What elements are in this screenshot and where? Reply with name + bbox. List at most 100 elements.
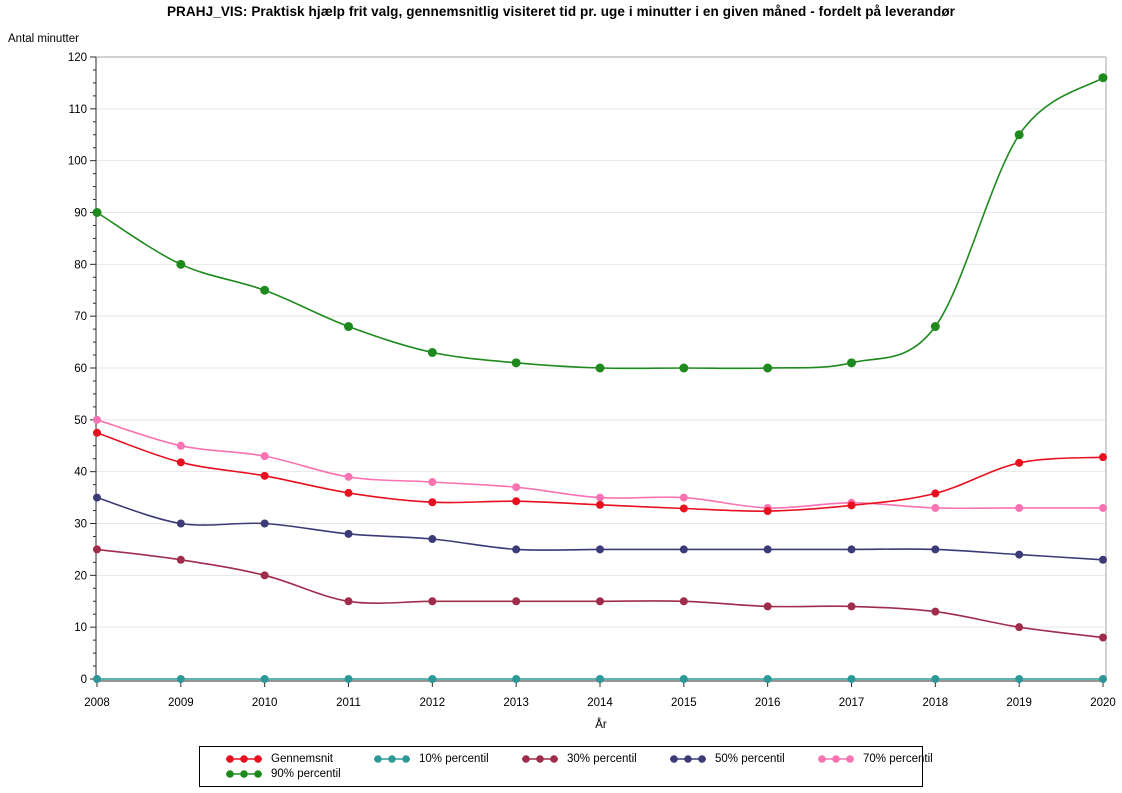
data-point [763,507,772,516]
data-point [260,675,269,683]
data-point [931,503,940,512]
data-point [763,602,772,611]
data-point [679,493,688,502]
data-point [1099,675,1107,683]
data-point [428,597,437,606]
data-point [931,545,940,554]
x-tick-label: 2017 [839,697,865,709]
data-point [176,458,185,467]
x-tick-label: 2018 [923,697,949,709]
y-tick-label: 40 [74,467,87,479]
data-point [596,675,604,683]
data-point [596,597,604,606]
data-point [763,363,773,373]
legend-row: Gennemsnit 10% percentil 30% percentil 5… [224,751,933,766]
data-point [1099,555,1107,564]
x-tick-label: 2008 [84,697,110,709]
data-point [763,545,772,554]
x-tick-label: 2013 [503,697,529,709]
data-point [93,493,101,502]
legend-item-label: Gennemsnit [271,752,334,765]
data-point [176,441,185,450]
data-point [176,675,185,683]
data-point [679,675,688,683]
x-tick-label: 2015 [671,697,697,709]
legend-item-label: 50% percentil [715,752,785,765]
y-axis: 0 10 20 30 40 50 60 70 80 90 100 110 120 [68,52,96,686]
y-tick-label: 70 [74,311,87,323]
legend-item-90-percentil: 90% percentil [224,768,372,780]
data-point [344,488,353,497]
data-point [176,555,185,564]
data-point [427,347,437,357]
legend-marker-icon [226,754,262,763]
data-point [679,504,688,513]
data-point [595,363,605,373]
x-tick-label: 2010 [252,697,278,709]
data-point [931,607,940,616]
data-point [1015,623,1024,632]
data-point [679,545,688,554]
x-tick-label: 2012 [420,697,446,709]
x-tick-label: 2019 [1006,697,1032,709]
data-point [847,602,856,611]
legend-marker-icon [374,754,410,763]
data-point [260,519,269,528]
data-point [930,322,940,332]
data-point [763,675,772,683]
series-10-percentil [93,675,1107,683]
data-point [428,498,437,507]
data-point [512,545,521,554]
data-point [428,478,437,487]
legend-item-30-percentil: 30% percentil [520,753,668,765]
series-70-percentil [93,415,1107,512]
data-point [1099,503,1107,512]
data-point [512,597,521,606]
data-point [596,500,604,509]
data-point [260,571,269,580]
data-point [847,501,856,510]
chart-title: PRAHJ_VIS: Praktisk hjælp frit valg, gen… [166,4,956,19]
y-tick-label: 90 [74,208,87,220]
x-tick-label: 2020 [1090,697,1116,709]
data-point [1014,130,1024,140]
data-point [93,428,101,437]
data-point [1099,453,1107,462]
data-point [1099,633,1107,642]
data-point [847,675,856,683]
legend-item-label: 30% percentil [567,752,637,765]
y-tick-label: 120 [68,52,87,64]
legend-item-70-percentil: 70% percentil [816,753,964,765]
data-point [511,358,521,368]
legend: Gennemsnit 10% percentil 30% percentil 5… [199,746,933,787]
data-point [344,675,353,683]
legend-row: 90% percentil [224,766,922,781]
legend-item-10-percentil: 10% percentil [372,753,520,765]
data-point [679,363,689,373]
x-axis: 2008 2009 2010 2011 2012 2013 2014 2015 2016 2017… [84,681,1116,709]
data-point [847,358,856,368]
series-50-percentil [93,493,1107,564]
data-point [428,675,437,683]
data-point [1015,550,1024,559]
data-point [260,471,269,480]
data-point [176,259,186,269]
y-tick-label: 60 [74,363,87,375]
series-90-percentil [92,73,1108,373]
series-gennemsnit [93,428,1107,516]
x-tick-label: 2009 [168,697,194,709]
legend-item-label: 70% percentil [863,752,933,765]
legend-marker-icon [226,769,262,778]
data-point [260,452,269,461]
data-point [344,322,353,332]
data-point [1015,675,1024,683]
legend-item-label: 10% percentil [419,752,489,765]
legend-marker-icon [522,754,558,763]
y-tick-label: 20 [74,570,87,582]
line-chart-plot-area: 0 10 20 30 40 50 60 70 80 90 100 110 120 2008 2009 2010… [68,52,1116,709]
data-point [512,675,521,683]
y-tick-label: 10 [74,622,87,634]
x-tick-label: 2016 [755,697,781,709]
y-tick-label: 100 [68,156,87,168]
